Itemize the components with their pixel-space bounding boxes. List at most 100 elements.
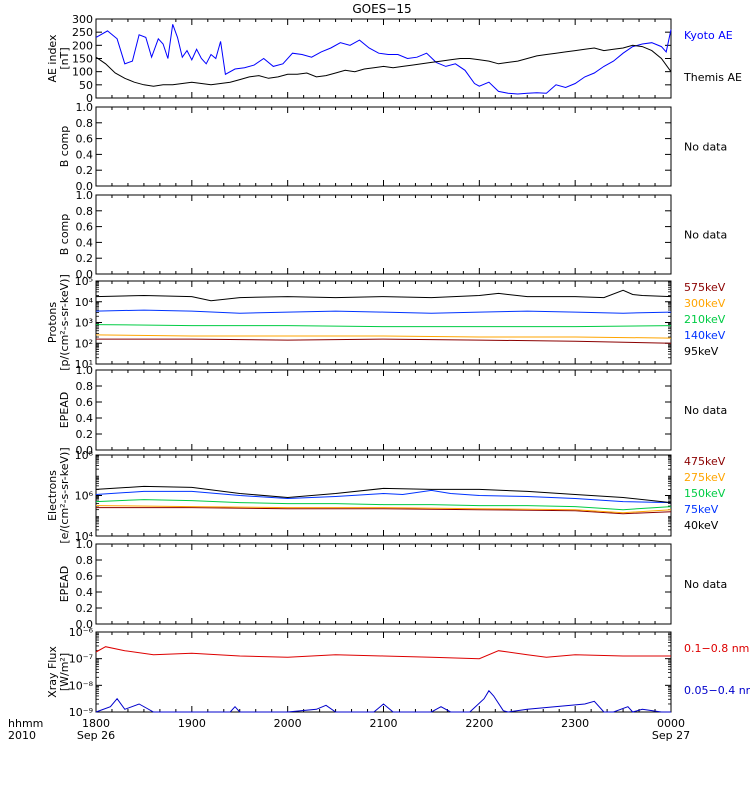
y-tick-label: 0.8 [76,205,94,218]
legend-entry: 150keV [684,487,726,500]
y-tick-label: 0.0 [76,268,94,281]
y-tick-label: 10⁵ [75,275,93,288]
series-line [95,324,672,328]
y-tick-label: 1.0 [76,538,94,551]
series-line [95,485,672,504]
no-data-note: No data [684,229,727,242]
panel-electrons: 10⁴ 10⁶ 10⁸ Electrons [e/(cm²-s-sr-keV)] 475k… [46,447,726,543]
series-line [95,334,672,339]
series-line [95,309,672,314]
y-tick-label: 0.0 [76,444,94,457]
panel-epead2: 0.0 0.2 0.4 0.6 0.8 1.0 EPEAD No data [58,538,727,631]
no-data-note: No data [684,141,727,154]
time-axis-row-label: hhmm [8,717,43,730]
y-tick-label: 0.4 [76,148,94,161]
panel-frame [95,280,672,365]
y-tick-label: 0.4 [76,586,94,599]
time-tick-label: 2300 [561,717,589,730]
series-line [96,338,672,344]
y-tick-label: 10⁶ [75,490,94,503]
y-axis-label: [nT] [58,47,71,69]
y-tick-label: 10⁴ [75,530,94,543]
y-tick-label: 10² [75,337,93,350]
y-tick-label: 0.6 [76,133,94,146]
y-tick-label: 10⁴ [75,296,94,309]
series-line [95,24,672,95]
y-tick-label: 250 [72,26,93,39]
y-tick-label: 50 [79,79,93,92]
y-axis-label: [p/(cm²-s-sr-keV)] [58,274,71,371]
y-tick-label: 0.6 [76,570,94,583]
legend-entry: 210keV [684,313,726,326]
y-tick-label: 0.0 [76,618,94,631]
legend-entry: 40keV [684,519,719,532]
panel-bcomp1: 0.0 0.2 0.4 0.6 0.8 1.0 B comp No data [58,101,727,193]
y-tick-label: 0.4 [76,412,94,425]
y-tick-label: 10⁻⁷ [69,653,93,666]
y-tick-label: 100 [72,66,93,79]
series-line [95,646,671,660]
y-tick-label: 10⁸ [75,449,94,462]
legend-entry: Kyoto AE [684,29,733,42]
series-line [95,44,672,87]
series-line [95,499,672,511]
series-line [95,489,672,504]
time-tick-label: 1800 [82,717,110,730]
panel-frame [95,106,672,187]
y-axis-label: B comp [58,126,71,168]
legend-entry: 0.05−0.4 nm [684,684,750,697]
no-data-note: No data [684,578,727,591]
time-axis-year: 2010 [8,729,36,742]
y-tick-label: 200 [72,39,93,52]
y-tick-label: 0.6 [76,396,94,409]
y-tick-label: 0 [86,92,93,105]
y-tick-label: 0.8 [76,554,94,567]
y-axis-label: EPEAD [58,392,71,429]
y-tick-label: 150 [72,53,93,66]
panel-xray: 10⁻⁹ 10⁻⁸ 10⁻⁷ 10⁻⁶ Xray Flux [W/m²] 0.1−0.8 n… [46,626,750,719]
y-tick-label: 0.2 [76,428,94,441]
y-axis-label: Electrons [46,470,59,521]
y-tick-label: 10⁻⁸ [69,679,94,692]
y-tick-label: 10³ [75,317,93,330]
time-tick-label: 1900 [178,717,206,730]
panel-frame [95,543,672,625]
panel-frame [95,18,672,99]
legend-entry: 95keV [684,345,719,358]
time-tick-label: 0000 [657,717,685,730]
y-tick-label: 300 [72,13,93,26]
y-axis-label: [e/(cm²-s-sr-keV)] [58,447,71,543]
legend-entry: 475keV [684,455,726,468]
y-tick-label: 10¹ [75,358,93,371]
y-tick-label: 1.0 [76,364,94,377]
y-axis-label: [W/m²] [58,653,71,691]
y-tick-label: 1.0 [76,101,94,114]
y-axis-label: Protons [46,302,59,343]
legend-entry: 575keV [684,281,726,294]
y-tick-label: 0.0 [76,180,94,193]
y-tick-label: 0.6 [76,221,94,234]
panel-epead1: 0.0 0.2 0.4 0.6 0.8 1.0 EPEAD No data [58,364,727,457]
y-axis-label: EPEAD [58,566,71,603]
series-line [95,289,672,302]
legend-entry: 275keV [684,471,726,484]
panel-protons: 10¹ 10² 10³ 10⁴ 10⁵ Protons [p/(cm²-s-sr-keV)]… [46,274,726,371]
y-tick-label: 1.0 [76,189,94,202]
no-data-note: No data [684,404,727,417]
time-tick-label: 2200 [465,717,493,730]
y-tick-label: 0.4 [76,236,94,249]
legend-entry: 140keV [684,329,726,342]
panel-frame [95,369,672,451]
plot-title: GOES−15 [352,2,411,16]
y-tick-label: 0.2 [76,252,94,265]
y-tick-label: 0.8 [76,117,94,130]
y-tick-label: 10⁻⁹ [69,706,93,719]
series-line [95,689,671,713]
y-tick-label: 10⁻⁶ [69,626,94,639]
panel-frame [95,631,672,713]
y-tick-label: 0.2 [76,602,94,615]
